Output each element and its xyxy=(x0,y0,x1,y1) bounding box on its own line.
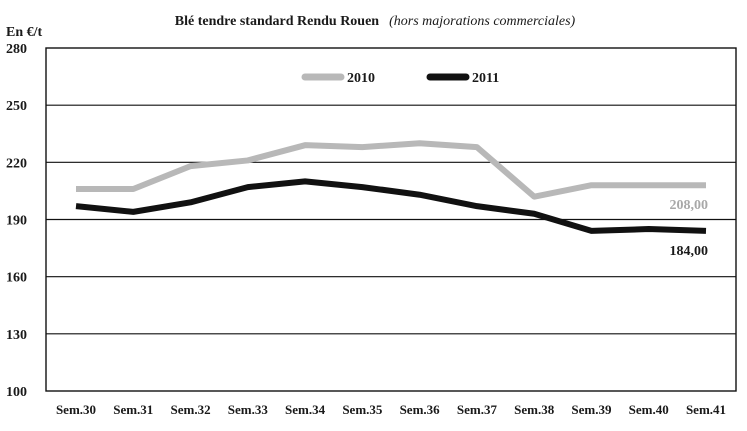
y-axis-unit-label: En €/t xyxy=(6,25,43,40)
y-tick-label: 280 xyxy=(6,42,27,57)
series-end-labels: 208,00 184,00 xyxy=(670,198,709,259)
x-axis-ticks: Sem.30 Sem.31 Sem.32 Sem.33 Sem.34 Sem.35 Sem.… xyxy=(56,402,726,417)
x-tick-label: Sem.41 xyxy=(686,402,726,417)
x-tick-label: Sem.35 xyxy=(342,402,383,417)
series-line-2010 xyxy=(76,140,706,200)
y-tick-label: 220 xyxy=(6,156,27,171)
y-tick-label: 250 xyxy=(6,99,27,114)
grid-lines xyxy=(46,104,736,335)
chart-title-line: Blé tendre standard Rendu Rouen (hors ma… xyxy=(175,12,576,29)
series-lines xyxy=(75,140,707,234)
y-axis-ticks: 100 130 160 190 220 250 280 xyxy=(6,42,27,400)
series-line-2011 xyxy=(75,178,707,234)
y-tick-label: 160 xyxy=(6,271,27,286)
y-tick-label: 190 xyxy=(6,214,27,229)
x-tick-label: Sem.38 xyxy=(514,402,555,417)
y-tick-label: 130 xyxy=(6,328,27,343)
x-tick-label: Sem.36 xyxy=(400,402,441,417)
y-tick-label: 100 xyxy=(6,385,27,400)
chart-subtitle: (hors majorations commerciales) xyxy=(389,14,575,29)
x-tick-label: Sem.32 xyxy=(170,402,210,417)
x-tick-label: Sem.33 xyxy=(228,402,269,417)
chart-title: Blé tendre standard Rendu Rouen xyxy=(175,14,380,29)
x-tick-label: Sem.40 xyxy=(629,402,669,417)
plot-frame xyxy=(45,47,737,392)
end-label-2010: 208,00 xyxy=(670,198,709,213)
x-tick-label: Sem.31 xyxy=(113,402,153,417)
chart-title-group: Blé tendre standard Rendu Rouen (hors ma… xyxy=(175,12,576,29)
x-tick-label: Sem.30 xyxy=(56,402,96,417)
x-tick-label: Sem.34 xyxy=(285,402,326,417)
end-label-2011: 184,00 xyxy=(670,244,709,259)
x-tick-label: Sem.39 xyxy=(571,402,612,417)
legend-label-2010: 2010 xyxy=(347,71,375,86)
x-tick-label: Sem.37 xyxy=(457,402,498,417)
legend-label-2011: 2011 xyxy=(472,71,499,86)
legend: 2010 2011 xyxy=(301,71,499,86)
